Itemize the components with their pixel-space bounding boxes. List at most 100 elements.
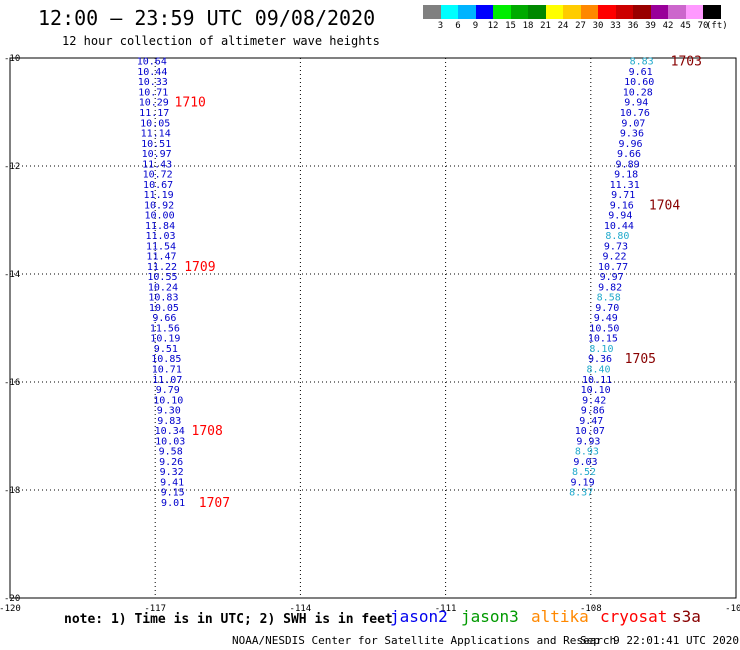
color-swatch (510, 5, 528, 19)
lon-label: -111 (435, 604, 457, 614)
swh-value: 9.70 (595, 303, 619, 314)
swh-value: 9.36 (588, 354, 612, 365)
swh-value: 8.80 (605, 231, 629, 242)
lat-label: -14 (4, 270, 20, 280)
color-scale-label: 30 (592, 21, 604, 31)
color-scale (423, 5, 721, 19)
mission-legend-item: jason2 (390, 607, 448, 626)
swh-value: 10.76 (620, 108, 650, 119)
swh-value: 10.10 (581, 385, 611, 396)
swh-value: 9.97 (600, 272, 624, 283)
swh-value: 9.36 (620, 129, 644, 140)
color-scale-label: 18 (522, 21, 534, 31)
swh-value: 9.41 (160, 477, 184, 488)
mission-legend-item: s3a (672, 607, 701, 626)
mission-legend-item: cryosat (600, 607, 668, 626)
swh-value: 8.52 (572, 467, 596, 478)
hour-label: 1703 (671, 55, 702, 70)
swh-value: 11.22 (147, 262, 177, 273)
swh-value: 9.16 (610, 200, 634, 211)
color-swatch (633, 5, 651, 19)
swh-value: 9.15 (161, 488, 185, 499)
mission-legend-item: altika (531, 607, 589, 626)
swh-value: 10.71 (138, 87, 168, 98)
color-swatch (493, 5, 511, 19)
swh-value: 10.67 (143, 180, 173, 191)
swh-value: 10.44 (604, 221, 634, 232)
hour-label: 1710 (175, 96, 206, 111)
swh-value: 10.15 (588, 334, 618, 345)
color-swatch (685, 5, 703, 19)
lon-label: -105 (725, 604, 740, 614)
swh-value: 11.54 (146, 241, 176, 252)
swh-value: 9.86 (581, 406, 605, 417)
color-swatch (598, 5, 616, 19)
swh-value: 9.73 (604, 241, 628, 252)
lat-label: -20 (4, 594, 20, 604)
swh-value: 8.93 (575, 447, 599, 458)
color-scale-label: 6 (455, 21, 461, 31)
color-swatch (528, 5, 546, 19)
color-swatch (545, 5, 563, 19)
swh-value: 10.10 (153, 395, 183, 406)
swh-value: 8.83 (630, 57, 654, 68)
swh-value: 9.42 (582, 395, 606, 406)
color-swatch (668, 5, 686, 19)
hour-label: 1707 (199, 496, 230, 511)
lon-label: -120 (0, 604, 21, 614)
swh-value: 9.66 (617, 149, 641, 160)
note-text: note: 1) Time is in UTC; 2) SWH is in fe… (64, 612, 393, 627)
swh-value: 10.33 (138, 77, 168, 88)
swh-value: 10.64 (137, 57, 167, 68)
swh-value: 9.30 (157, 406, 181, 417)
lon-label: -114 (290, 604, 312, 614)
map-frame (9, 57, 737, 599)
swh-value: 10.07 (575, 426, 605, 437)
swh-value: 10.85 (151, 354, 181, 365)
swh-value: 8.58 (597, 293, 621, 304)
swh-value: 10.60 (624, 77, 654, 88)
swh-value: 9.83 (157, 416, 181, 427)
swh-value: 8.10 (589, 344, 613, 355)
swh-value: 9.89 (616, 159, 640, 170)
color-scale-label: 70 (697, 21, 709, 31)
swh-value: 11.84 (145, 221, 175, 232)
swh-value: 10.71 (152, 365, 182, 376)
swh-value: 9.79 (156, 385, 180, 396)
swh-points: 10.6410.4410.3310.7110.2911.1710.0511.14… (137, 57, 654, 509)
hour-label: 1704 (649, 198, 680, 213)
color-scale-label: 39 (645, 21, 656, 31)
swh-value: 11.56 (150, 323, 180, 334)
swh-value: 9.01 (161, 498, 185, 509)
color-swatch (615, 5, 633, 19)
lat-label: -18 (4, 486, 20, 496)
swh-value: 10.51 (141, 139, 171, 150)
swh-value: 10.00 (145, 211, 175, 222)
swh-value: 10.11 (582, 375, 612, 386)
page-subtitle: 12 hour collection of altimeter wave hei… (62, 34, 380, 48)
swh-value: 9.32 (160, 467, 184, 478)
footer-timestamp: Sep 9 22:01:41 UTC 2020 (580, 634, 739, 647)
color-scale-label: 24 (557, 21, 569, 31)
color-scale-label: 15 (505, 21, 516, 31)
swh-value: 10.55 (147, 272, 177, 283)
color-scale-label: 27 (575, 21, 586, 31)
swh-value: 10.50 (589, 323, 619, 334)
color-swatch (703, 5, 721, 19)
swh-value: 10.97 (142, 149, 172, 160)
swh-value: 11.17 (139, 108, 169, 119)
swh-value: 9.82 (598, 282, 622, 293)
swh-value: 9.94 (608, 211, 632, 222)
color-scale-label: 33 (610, 21, 621, 31)
swh-value: 9.18 (614, 170, 638, 181)
swh-value: 10.92 (144, 200, 174, 211)
swh-value: 9.94 (624, 98, 648, 109)
color-swatch (458, 5, 476, 19)
swh-value: 10.44 (137, 67, 167, 78)
swh-value: 10.05 (140, 118, 170, 129)
color-scale-label: 21 (540, 21, 551, 31)
color-scale-label: 9 (472, 21, 479, 31)
swh-value: 10.05 (149, 303, 179, 314)
lon-label: -117 (144, 604, 166, 614)
